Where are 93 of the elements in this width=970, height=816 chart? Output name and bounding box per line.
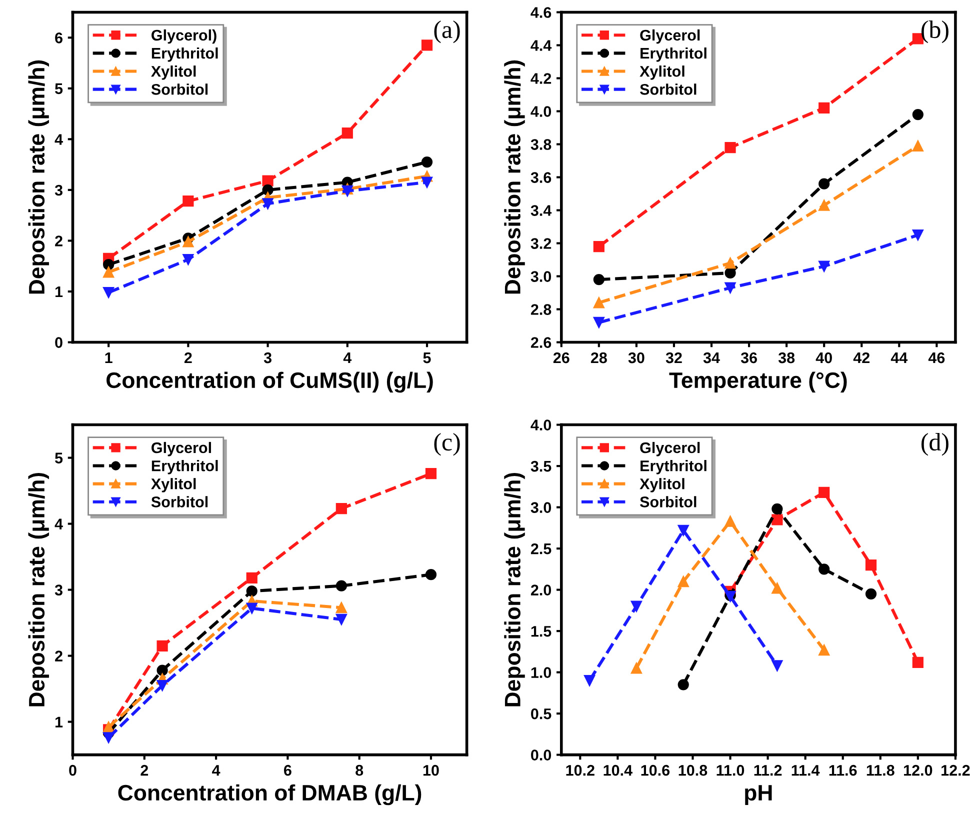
x-axis-title: pH (745, 785, 772, 806)
x-tick-label: 38 (778, 352, 795, 364)
y-tick-label: 3.0 (530, 271, 552, 282)
y-tick-label: 1.0 (531, 667, 552, 678)
y-tick-label: 2.0 (530, 584, 552, 596)
x-tick-label: 42 (853, 352, 870, 364)
x-tick-label: 10 (423, 764, 439, 776)
y-tick-label: 3.5 (530, 460, 552, 472)
x-tick-label: 44 (890, 352, 908, 364)
y-axis-title: Deposition rate (μm/h) (504, 60, 525, 294)
x-tick-label: 28 (590, 352, 607, 364)
x-tick-label: 2 (184, 352, 192, 364)
y-tick-label: 4.0 (530, 106, 552, 117)
x-tick-label: 12.2 (942, 764, 970, 776)
y-tick-label: 0.5 (531, 708, 552, 720)
legend-label: Glycerol (152, 442, 211, 456)
x-tick-label: 11.4 (792, 765, 820, 776)
annotation: (b) (921, 20, 948, 44)
y-tick-label: 4 (54, 518, 63, 530)
legend-label: Glycerol) (152, 29, 216, 44)
y-tick-label: 2.5 (530, 543, 552, 554)
legend-label: Xylitol (151, 66, 196, 80)
y-tick-label: 2.8 (530, 304, 552, 315)
y-axis-title: Deposition rate (μm/h) (28, 60, 49, 294)
y-tick-label: 3.8 (530, 139, 552, 150)
y-tick-label: 2.6 (530, 337, 552, 348)
x-tick-label: 11.0 (716, 764, 744, 776)
legend-label: Glycerol (640, 442, 700, 456)
x-axis-title: Concentration of DMAB (g/L) (118, 784, 422, 806)
x-tick-label: 10.8 (678, 764, 708, 776)
x-tick-label: 32 (666, 352, 682, 364)
legend-label: Sorbitol (151, 84, 208, 95)
legend-label: Sorbitol (151, 496, 208, 508)
y-tick-label: 1 (55, 716, 63, 728)
legend-label: Xylitol (640, 66, 684, 80)
x-tick-label: 34 (703, 352, 720, 364)
y-tick-label: 5 (55, 452, 63, 464)
legend-label: Glycerol (640, 29, 700, 44)
x-tick-label: 2 (140, 764, 148, 776)
x-tick-label: 4 (343, 352, 352, 364)
y-tick-label: 3 (54, 584, 62, 596)
x-axis-title: Temperature (°C) (669, 372, 847, 392)
annotation: (d) (921, 433, 948, 456)
x-tick-label: 10.6 (641, 764, 670, 776)
x-tick-label: 26 (553, 352, 570, 364)
legend-label: Sorbitol (640, 84, 696, 95)
legend-label: Erythritol (152, 47, 218, 62)
annotation: (a) (434, 20, 460, 44)
y-tick-label: 4.2 (530, 73, 552, 84)
x-tick-label: 11.6 (829, 764, 857, 776)
y-tick-label: 6 (55, 32, 62, 44)
x-tick-label: 5 (423, 352, 431, 364)
legend-label: Erythritol (152, 460, 218, 474)
legend-label: Sorbitol (640, 496, 696, 508)
y-tick-label: 0 (55, 337, 62, 348)
y-tick-label: 4.0 (530, 420, 552, 430)
x-tick-label: 3 (264, 352, 272, 364)
legend-label: Xylitol (151, 478, 196, 492)
x-tick-label: 30 (628, 352, 644, 364)
x-tick-label: 6 (284, 764, 292, 776)
y-tick-label: 3.2 (530, 238, 552, 249)
y-axis-title: Deposition rate (μm/h) (504, 472, 525, 706)
y-tick-label: 5 (55, 83, 63, 94)
x-tick-label: 1 (105, 352, 112, 364)
x-tick-label: 46 (928, 352, 945, 364)
x-axis-title: Concentration of CuMS(II) (g/L) (106, 372, 433, 393)
y-tick-label: 4 (54, 134, 63, 145)
x-tick-label: 12.0 (904, 764, 932, 776)
x-tick-label: 0 (69, 764, 76, 776)
annotation: (c) (434, 433, 460, 456)
x-tick-label: 11.8 (866, 764, 894, 776)
y-tick-label: 1.5 (531, 626, 552, 637)
y-tick-label: 3.6 (530, 172, 552, 183)
x-tick-label: 40 (816, 352, 832, 364)
y-tick-label: 3 (54, 184, 62, 196)
x-tick-label: 36 (740, 352, 757, 364)
y-tick-label: 2 (55, 650, 62, 662)
legend-label: Erythritol (640, 47, 706, 62)
y-axis-title: Deposition rate (μm/h) (28, 472, 49, 706)
legend-label: Erythritol (640, 460, 706, 474)
y-tick-label: 3.0 (530, 502, 552, 513)
y-tick-label: 2 (55, 236, 62, 246)
y-tick-label: 4.4 (530, 40, 552, 51)
y-tick-label: 4.6 (530, 7, 552, 18)
x-tick-label: 4 (212, 765, 220, 776)
x-tick-label: 10.2 (566, 764, 594, 776)
x-tick-label: 8 (356, 764, 364, 776)
x-tick-label: 10.4 (604, 764, 632, 776)
y-tick-label: 3.4 (530, 205, 552, 216)
x-tick-label: 11.2 (754, 764, 782, 776)
y-tick-label: 1 (55, 286, 63, 298)
legend-label: Xylitol (640, 478, 684, 492)
y-tick-label: 0.0 (531, 750, 552, 760)
